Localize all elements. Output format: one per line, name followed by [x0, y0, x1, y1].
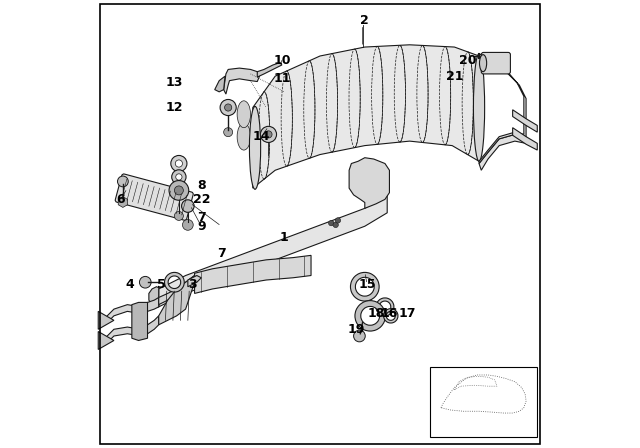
Polygon shape: [132, 302, 148, 340]
Polygon shape: [513, 110, 538, 132]
Text: 3: 3: [188, 278, 196, 291]
Circle shape: [260, 126, 276, 142]
Polygon shape: [349, 158, 389, 208]
Circle shape: [171, 155, 187, 172]
Circle shape: [220, 99, 236, 116]
Polygon shape: [215, 76, 225, 92]
Polygon shape: [257, 63, 282, 77]
Circle shape: [118, 176, 128, 187]
Polygon shape: [149, 287, 159, 307]
Polygon shape: [224, 68, 260, 94]
Text: 22: 22: [193, 193, 210, 206]
Polygon shape: [159, 276, 195, 305]
Text: 17: 17: [399, 307, 416, 320]
Polygon shape: [479, 134, 526, 170]
Polygon shape: [479, 54, 526, 164]
Polygon shape: [141, 297, 159, 314]
Text: 15: 15: [358, 278, 376, 291]
Polygon shape: [99, 332, 114, 349]
Circle shape: [333, 222, 339, 228]
FancyBboxPatch shape: [481, 52, 511, 74]
Text: 2: 2: [360, 13, 369, 27]
Ellipse shape: [237, 123, 251, 150]
Polygon shape: [105, 305, 141, 325]
Text: 20: 20: [459, 54, 477, 67]
Polygon shape: [141, 316, 159, 336]
Text: 7: 7: [197, 211, 205, 224]
Circle shape: [335, 218, 340, 223]
Text: 12: 12: [166, 101, 183, 114]
Text: 4: 4: [125, 278, 134, 291]
Circle shape: [225, 104, 232, 111]
Text: 10: 10: [273, 54, 291, 67]
Text: 16: 16: [381, 307, 398, 320]
Text: 18: 18: [367, 307, 385, 320]
Text: 9: 9: [197, 220, 205, 233]
Text: 5: 5: [157, 278, 165, 291]
Ellipse shape: [474, 54, 484, 161]
Bar: [430, 367, 538, 437]
Circle shape: [175, 160, 182, 167]
Circle shape: [182, 200, 194, 212]
Circle shape: [174, 211, 184, 220]
Circle shape: [224, 128, 233, 137]
FancyBboxPatch shape: [115, 174, 193, 220]
Circle shape: [265, 131, 272, 138]
Circle shape: [328, 220, 334, 226]
Text: 14: 14: [253, 130, 271, 143]
Circle shape: [182, 220, 193, 230]
Polygon shape: [105, 327, 141, 345]
Circle shape: [169, 181, 189, 200]
Text: 13: 13: [166, 76, 183, 90]
Polygon shape: [253, 45, 479, 188]
Text: 00-285/2: 00-285/2: [462, 426, 505, 435]
Circle shape: [174, 186, 184, 195]
Text: 8: 8: [197, 179, 205, 193]
Polygon shape: [99, 311, 114, 329]
Text: 1: 1: [280, 231, 289, 244]
Text: 6: 6: [116, 193, 125, 206]
Polygon shape: [159, 195, 387, 307]
Circle shape: [140, 276, 151, 288]
Ellipse shape: [237, 101, 251, 128]
Text: 11: 11: [273, 72, 291, 85]
Text: 7: 7: [217, 246, 226, 260]
Text: 19: 19: [347, 323, 365, 336]
Ellipse shape: [250, 107, 260, 189]
Polygon shape: [159, 276, 195, 325]
Circle shape: [176, 174, 182, 180]
Circle shape: [172, 170, 186, 184]
Ellipse shape: [479, 55, 486, 72]
Polygon shape: [513, 128, 538, 150]
Text: 21: 21: [445, 69, 463, 83]
Circle shape: [353, 330, 365, 342]
Polygon shape: [188, 276, 202, 287]
Polygon shape: [195, 255, 311, 293]
